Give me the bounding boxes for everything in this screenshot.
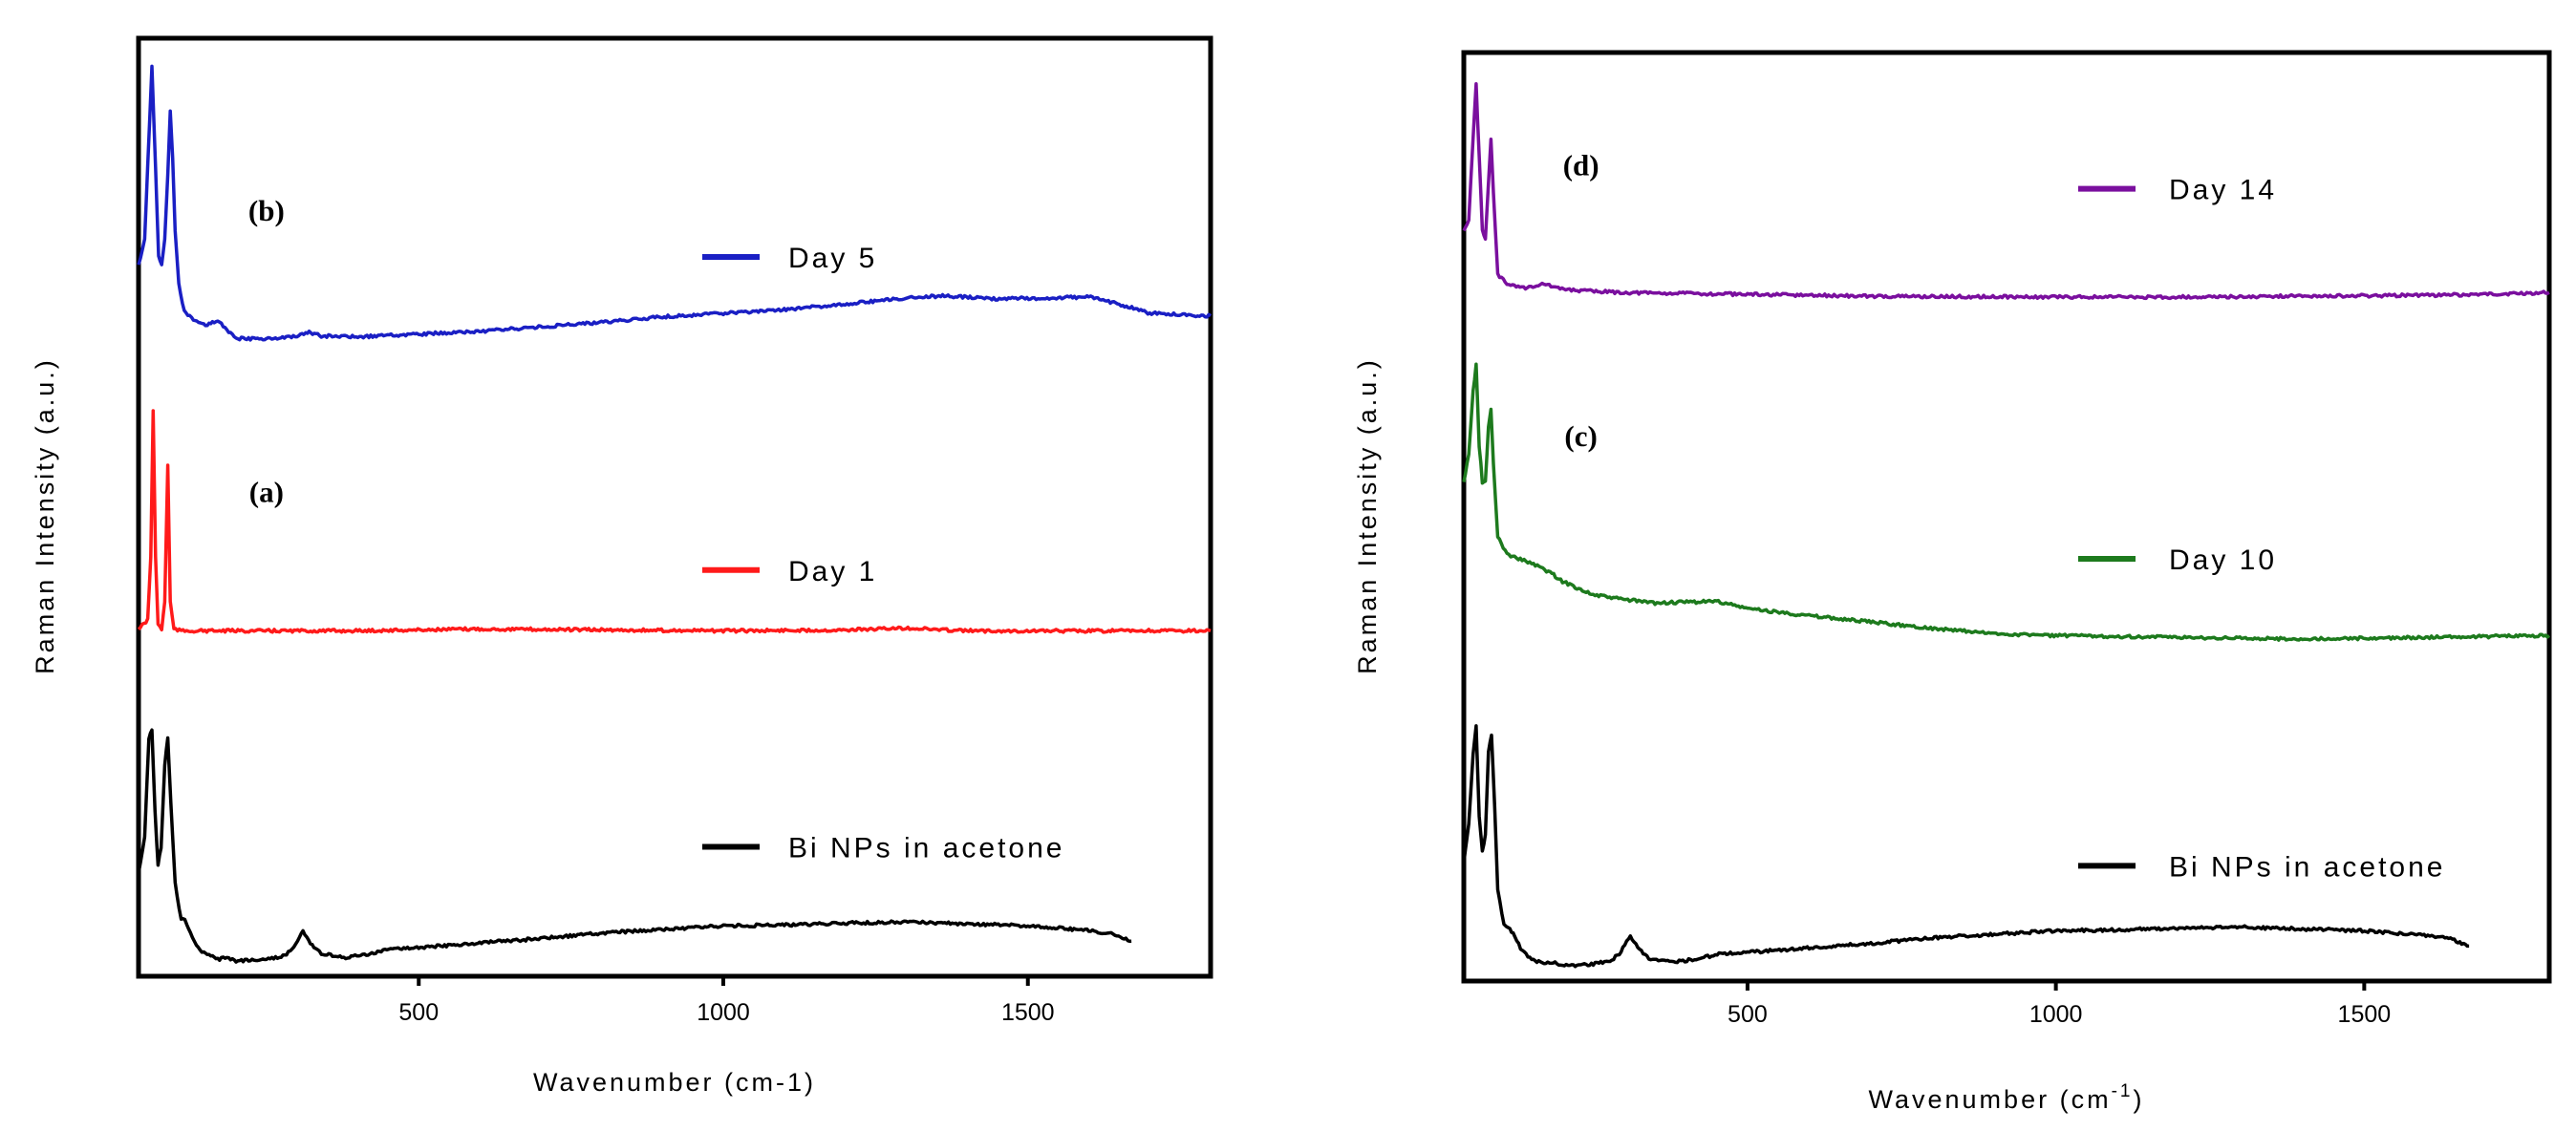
panel-label: (b)	[248, 194, 285, 227]
x-tick-label: 1500	[2338, 1001, 2392, 1028]
panel-label: (a)	[249, 476, 284, 509]
x-tick-label: 1000	[2029, 1001, 2083, 1028]
series-line-0	[137, 64, 1213, 342]
left-panel-labels: (b) (a)	[248, 194, 285, 509]
x-tick-label: 1500	[1001, 999, 1055, 1026]
series-line-1	[137, 409, 1212, 634]
right-x-axis-label: Wavenumber (cm-1)	[1869, 1081, 2145, 1114]
x-tick-label: 500	[1728, 1001, 1768, 1028]
right-x-ticks: 500 1000 1500	[1728, 981, 2391, 1028]
legend-label: Day 14	[2169, 175, 2277, 206]
right-x-axis-label-main: Wavenumber (cm	[1869, 1085, 2112, 1114]
legend-label: Day 5	[788, 243, 877, 274]
left-y-axis-label: Raman Intensity (a.u.)	[31, 357, 59, 674]
right-y-axis-label: Raman Intensity (a.u.)	[1353, 357, 1382, 674]
right-series-layer	[1462, 81, 2551, 969]
legend-label: Bi NPs in acetone	[788, 833, 1064, 864]
left-legend: Day 5 Day 1 Bi NPs in acetone	[702, 243, 1064, 864]
right-plot-frame	[1461, 50, 2552, 984]
right-x-axis-label-superscript: -1	[2112, 1081, 2134, 1101]
right-x-axis-label-close: )	[2133, 1085, 2144, 1114]
legend-label: Day 1	[788, 556, 877, 587]
series-line-1	[1462, 362, 2551, 642]
series-line-2	[1462, 724, 2470, 969]
left-x-axis-label: Wavenumber (cm-1)	[533, 1068, 816, 1097]
panel-label: (c)	[1564, 419, 1597, 453]
x-tick-label: 1000	[697, 999, 750, 1026]
left-x-ticks: 500 1000 1500	[398, 976, 1055, 1026]
panel-label: (d)	[1563, 148, 1599, 181]
right-legend: Day 14 Day 10 Bi NPs in acetone	[2078, 175, 2445, 883]
series-line-2	[137, 728, 1132, 964]
left-series-layer	[137, 64, 1213, 964]
right-panel-labels: (d) (c)	[1563, 148, 1599, 453]
left-plot-frame	[136, 35, 1213, 979]
right-chart-panel: 500 1000 1500 Day 14 Day 10 Bi NPs in aceton…	[1353, 50, 2552, 1114]
series-line-0	[1462, 81, 2550, 301]
legend-label: Day 10	[2169, 544, 2277, 576]
x-tick-label: 500	[398, 999, 439, 1026]
legend-label: Bi NPs in acetone	[2169, 851, 2445, 883]
